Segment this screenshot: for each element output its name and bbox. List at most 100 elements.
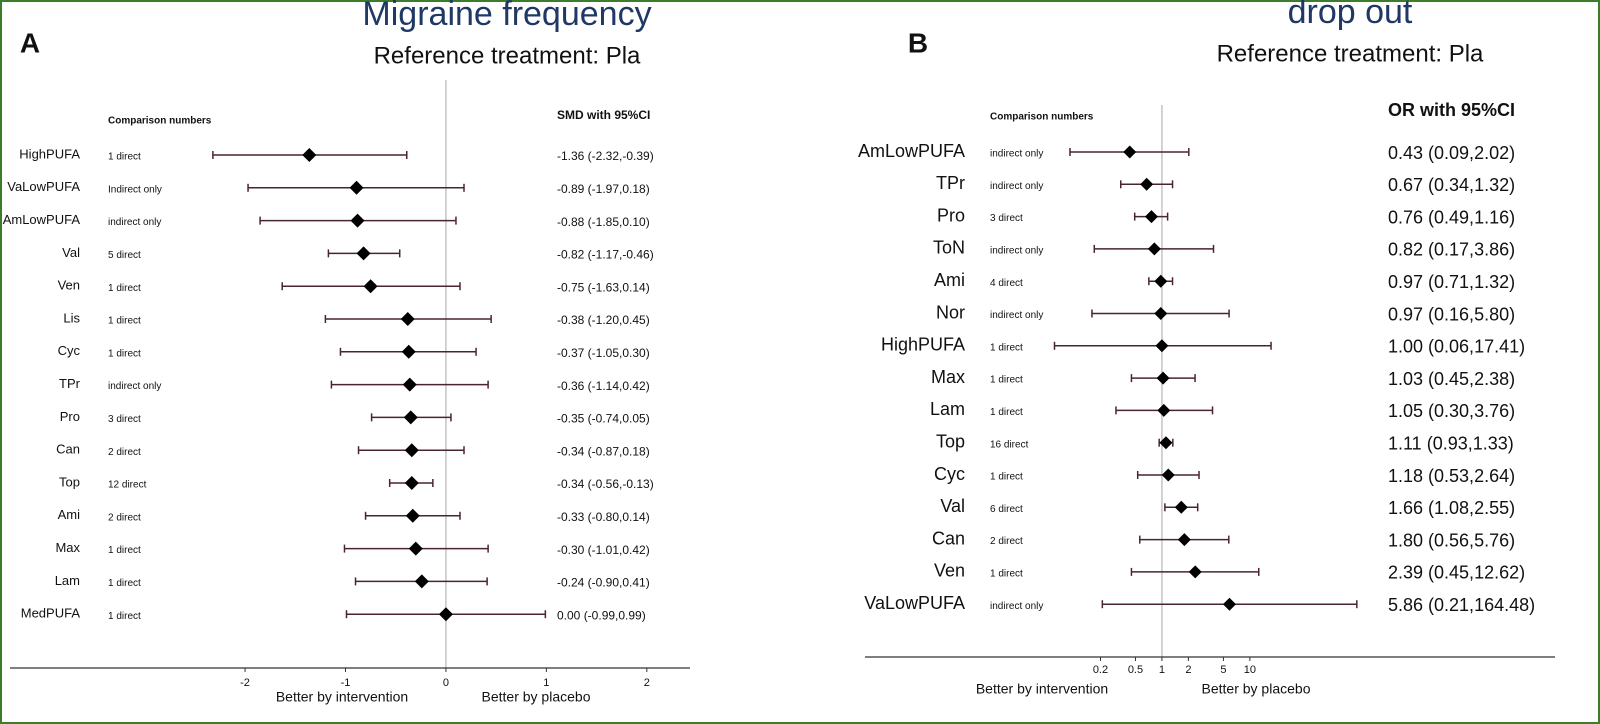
value-label: -0.34 (-0.56,-0.13): [557, 477, 654, 491]
x-tick-label: 2: [644, 677, 650, 689]
row-label: Ven: [934, 561, 965, 581]
point-estimate: [404, 476, 419, 490]
row-label: Lis: [63, 310, 80, 325]
comparison-label: 1 direct: [990, 407, 1023, 418]
point-estimate: [1188, 565, 1202, 579]
point-estimate: [356, 246, 371, 261]
point-estimate: [1161, 468, 1175, 482]
row-label: Ven: [58, 278, 80, 293]
value-label: 1.00 (0.06,17.41): [1388, 337, 1525, 357]
x-axis-label: Better by placebo: [482, 689, 591, 705]
row-label: Lam: [55, 573, 80, 588]
comparison-label: 1 direct: [990, 569, 1023, 580]
value-label: -0.38 (-1.20,0.45): [557, 313, 650, 327]
point-estimate: [1154, 307, 1168, 320]
comparison-label: indirect only: [990, 310, 1043, 321]
comparison-label: indirect only: [990, 246, 1043, 257]
point-estimate: [1123, 145, 1137, 159]
value-label: -0.82 (-1.17,-0.46): [557, 248, 654, 262]
point-estimate: [405, 508, 420, 523]
x-tick-label: 1: [543, 677, 549, 689]
column-header: Comparison numbers: [990, 112, 1094, 123]
point-estimate: [408, 541, 423, 556]
chart-subtitle: Reference treatment: Pla: [1217, 40, 1484, 67]
comparison-label: 1 direct: [990, 375, 1023, 386]
point-estimate: [404, 443, 419, 458]
point-estimate: [1174, 500, 1188, 514]
row-label: Can: [56, 442, 80, 457]
value-label: 1.66 (1.08,2.55): [1388, 498, 1515, 518]
point-estimate: [1140, 177, 1154, 191]
value-label: -0.24 (-0.90,0.41): [557, 576, 650, 590]
x-axis-label: Better by intervention: [976, 681, 1108, 697]
value-label: 2.39 (0.45,12.62): [1388, 563, 1525, 583]
comparison-label: 1 direct: [108, 283, 141, 294]
comparison-label: 1 direct: [108, 545, 141, 556]
x-tick-label: 5: [1220, 664, 1226, 676]
point-estimate: [400, 312, 415, 326]
value-label: -0.36 (-1.14,0.42): [557, 379, 650, 393]
point-estimate: [438, 607, 453, 622]
point-estimate: [302, 148, 317, 162]
value-label: 0.82 (0.17,3.86): [1388, 240, 1515, 260]
point-estimate: [363, 279, 378, 294]
comparison-label: 1 direct: [990, 342, 1023, 353]
value-label: 0.76 (0.49,1.16): [1388, 207, 1515, 227]
column-header: OR with 95%CI: [1388, 100, 1515, 120]
comparison-label: 2 direct: [108, 447, 141, 458]
comparison-label: 3 direct: [108, 414, 141, 425]
chart-title: drop out: [1288, 0, 1413, 31]
row-label: Ami: [934, 270, 965, 290]
value-label: 1.11 (0.93,1.33): [1388, 433, 1514, 453]
point-estimate: [1177, 533, 1191, 547]
column-header: Comparison numbers: [108, 116, 212, 127]
value-label: -0.89 (-1.97,0.18): [557, 182, 650, 196]
row-label: TPr: [936, 173, 965, 193]
point-estimate: [1157, 403, 1171, 417]
comparison-label: 2 direct: [108, 512, 141, 523]
point-estimate: [414, 574, 429, 589]
row-label: HighPUFA: [881, 335, 965, 355]
row-label: AmLowPUFA: [858, 141, 965, 161]
comparison-label: indirect only: [990, 181, 1043, 192]
panel-label: B: [908, 27, 928, 58]
point-estimate: [1156, 371, 1170, 385]
point-estimate: [349, 180, 364, 195]
row-label: Ami: [58, 507, 81, 522]
point-estimate: [402, 377, 417, 392]
chart-subtitle: Reference treatment: Pla: [374, 42, 641, 69]
x-tick-label: 0.2: [1093, 664, 1108, 676]
comparison-label: 1 direct: [108, 348, 141, 359]
row-label: Val: [940, 496, 965, 516]
row-label: VaLowPUFA: [864, 593, 965, 613]
comparison-label: 1 direct: [990, 472, 1023, 483]
comparison-label: 3 direct: [990, 213, 1023, 224]
comparison-label: 1 direct: [108, 578, 141, 589]
value-label: -0.88 (-1.85,0.10): [557, 215, 650, 229]
point-estimate: [403, 410, 418, 425]
value-label: 0.97 (0.16,5.80): [1388, 304, 1515, 324]
value-label: -1.36 (-2.32,-0.39): [557, 149, 654, 163]
row-label: Max: [55, 540, 80, 555]
row-label: Lam: [930, 399, 965, 419]
row-label: Pro: [937, 205, 965, 225]
chart-title: Migraine frequency: [362, 0, 651, 33]
row-label: Nor: [936, 302, 965, 322]
point-estimate: [1144, 210, 1158, 224]
value-label: -0.75 (-1.63,0.14): [557, 280, 650, 294]
x-tick-label: 10: [1244, 664, 1256, 676]
comparison-label: 1 direct: [108, 152, 141, 163]
row-label: MedPUFA: [21, 606, 81, 621]
comparison-label: indirect only: [990, 601, 1043, 612]
point-estimate: [1154, 274, 1168, 288]
x-tick-label: 2: [1185, 664, 1191, 676]
value-label: 0.00 (-0.99,0.99): [557, 608, 646, 622]
comparison-label: 5 direct: [108, 250, 141, 261]
comparison-label: 1 direct: [108, 611, 141, 622]
point-estimate: [1159, 436, 1173, 450]
row-label: AmLowPUFA: [3, 212, 81, 227]
comparison-label: 6 direct: [990, 504, 1023, 515]
x-tick-label: 0: [443, 677, 449, 689]
row-label: Cyc: [934, 464, 965, 484]
